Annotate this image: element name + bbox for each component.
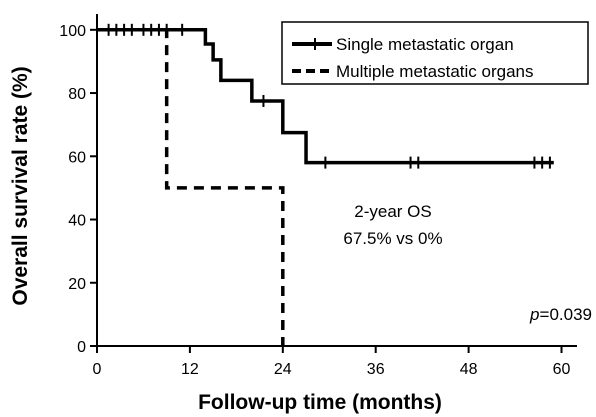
legend-label-single: Single metastatic organ bbox=[336, 35, 514, 54]
x-tick-label: 48 bbox=[460, 361, 478, 378]
legend-box bbox=[281, 21, 589, 85]
p-value: =0.039 bbox=[540, 305, 592, 324]
y-tick-label: 0 bbox=[77, 339, 86, 356]
x-axis-title: Follow-up time (months) bbox=[198, 391, 442, 414]
os-annotation-line1: 2-year OS bbox=[354, 202, 431, 221]
y-tick-label: 40 bbox=[68, 213, 86, 230]
multiple-organs-curve bbox=[97, 28, 285, 346]
legend-label-multiple: Multiple metastatic organs bbox=[336, 62, 533, 81]
legend: Single metastatic organ Multiple metasta… bbox=[281, 21, 589, 85]
p-value-annotation: p=0.039 bbox=[529, 305, 592, 324]
x-tick-label: 0 bbox=[93, 361, 102, 378]
survival-curves bbox=[97, 23, 554, 346]
single-organ-curve bbox=[97, 28, 554, 165]
y-tick-label: 100 bbox=[59, 23, 86, 40]
x-axis-ticks: 0 12 24 36 48 60 bbox=[93, 346, 571, 378]
x-tick-label: 36 bbox=[367, 361, 385, 378]
y-tick-label: 60 bbox=[68, 149, 86, 166]
series-multiple bbox=[97, 28, 285, 346]
p-symbol: p bbox=[529, 305, 539, 324]
x-tick-label: 12 bbox=[181, 361, 199, 378]
y-tick-label: 20 bbox=[68, 276, 86, 293]
y-tick-label: 80 bbox=[68, 86, 86, 103]
os-annotation-line2: 67.5% vs 0% bbox=[343, 229, 442, 248]
x-tick-label: 60 bbox=[553, 361, 571, 378]
x-tick-label: 24 bbox=[274, 361, 292, 378]
y-axis-ticks: 0 20 40 60 80 100 bbox=[59, 23, 97, 356]
y-axis-title: Overall survival rate (%) bbox=[9, 66, 32, 305]
